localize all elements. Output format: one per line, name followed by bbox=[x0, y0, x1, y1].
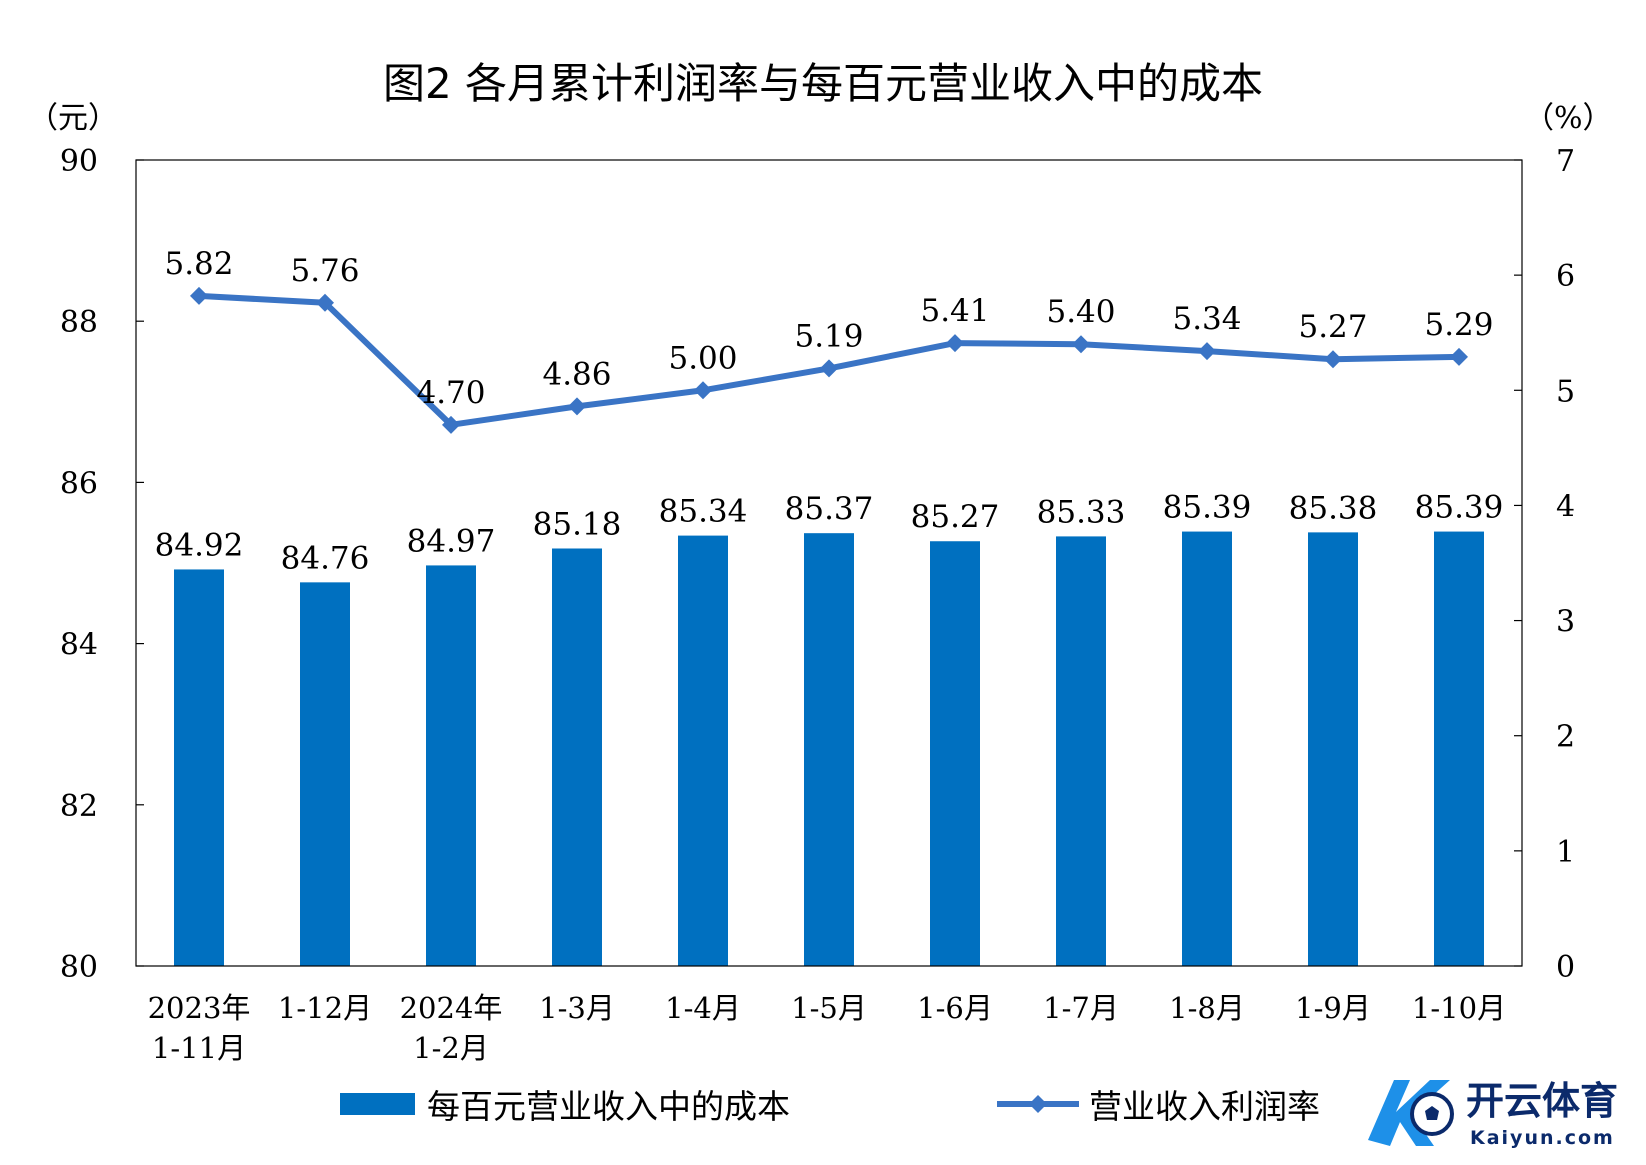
x-tick-label: 1-8月 bbox=[1169, 991, 1245, 1025]
line-data-label: 4.86 bbox=[542, 356, 611, 392]
x-tick-label: 2023年 bbox=[148, 991, 251, 1025]
bar-data-label: 85.34 bbox=[659, 494, 748, 530]
line-marker bbox=[442, 415, 460, 434]
line-data-label: 5.00 bbox=[668, 340, 737, 376]
y-left-tick-label: 80 bbox=[60, 950, 98, 985]
legend-bar: 每百元营业收入中的成本 bbox=[340, 1080, 790, 1128]
kaiyun-logo: 开云体育 Kaiyun.com bbox=[1368, 1079, 1618, 1149]
x-tick-label: 1-2月 bbox=[413, 1031, 489, 1065]
legend-bar-label: 每百元营业收入中的成本 bbox=[427, 1087, 790, 1126]
x-tick-label: 1-5月 bbox=[791, 991, 867, 1025]
line-data-label: 4.70 bbox=[416, 375, 485, 411]
y-right-tick-label: 0 bbox=[1556, 950, 1575, 985]
bar bbox=[804, 533, 854, 966]
y-right-unit: （%） bbox=[1524, 101, 1613, 136]
y-right-tick-label: 2 bbox=[1556, 720, 1575, 755]
bar-data-label: 84.76 bbox=[281, 540, 370, 576]
line-marker bbox=[190, 286, 208, 305]
line-marker bbox=[694, 381, 712, 400]
bar bbox=[1056, 536, 1106, 966]
line-marker bbox=[316, 293, 334, 312]
line-data-label: 5.82 bbox=[164, 246, 233, 282]
bar bbox=[1434, 531, 1484, 966]
line-marker bbox=[1198, 342, 1216, 361]
x-tick-label: 1-9月 bbox=[1295, 991, 1371, 1025]
bar bbox=[174, 569, 224, 966]
y-right-tick-label: 4 bbox=[1556, 489, 1575, 524]
x-tick-label: 1-11月 bbox=[152, 1031, 246, 1065]
bar-data-label: 85.37 bbox=[785, 491, 874, 527]
x-tick-label: 1-6月 bbox=[917, 991, 993, 1025]
line-data-label: 5.76 bbox=[290, 253, 359, 289]
line-data-label: 5.40 bbox=[1046, 294, 1115, 330]
bar bbox=[300, 582, 350, 966]
y-left-tick-label: 84 bbox=[60, 628, 98, 663]
bar bbox=[930, 541, 980, 966]
bar-data-label: 85.18 bbox=[533, 506, 622, 542]
x-tick-label: 2024年 bbox=[400, 991, 503, 1025]
x-tick-label: 1-4月 bbox=[665, 991, 741, 1025]
bar-data-label: 84.97 bbox=[407, 523, 496, 559]
line-marker bbox=[946, 334, 964, 353]
bar-data-label: 85.38 bbox=[1289, 490, 1378, 526]
bar bbox=[1308, 532, 1358, 966]
x-tick-label: 1-7月 bbox=[1043, 991, 1119, 1025]
y-left-tick-label: 88 bbox=[60, 305, 98, 340]
bar bbox=[1182, 531, 1232, 966]
line-data-label: 5.29 bbox=[1424, 307, 1493, 343]
y-left-tick-label: 82 bbox=[60, 789, 98, 824]
y-right-tick-label: 3 bbox=[1556, 605, 1575, 640]
line-data-label: 5.41 bbox=[920, 293, 989, 329]
y-right-tick-label: 6 bbox=[1556, 259, 1575, 294]
bar bbox=[426, 565, 476, 966]
legend-line-swatch bbox=[997, 1095, 1079, 1113]
legend-bar-swatch bbox=[340, 1093, 415, 1115]
bar-data-label: 85.39 bbox=[1163, 490, 1252, 526]
logo-text-en: Kaiyun.com bbox=[1470, 1127, 1615, 1149]
chart-title: 图2 各月累计利润率与每百元营业收入中的成本 bbox=[382, 59, 1264, 108]
line-marker bbox=[568, 397, 586, 416]
bar bbox=[678, 535, 728, 966]
legend-line-label: 营业收入利润率 bbox=[1089, 1087, 1320, 1126]
y-left-tick-label: 86 bbox=[60, 466, 98, 501]
line-marker bbox=[1324, 350, 1342, 369]
y-right-tick-label: 5 bbox=[1556, 374, 1575, 409]
bar-data-label: 85.39 bbox=[1415, 490, 1504, 526]
line-data-label: 5.34 bbox=[1172, 301, 1241, 337]
x-tick-label: 1-12月 bbox=[278, 991, 372, 1025]
line-marker bbox=[820, 359, 838, 378]
logo-text-cn: 开云体育 bbox=[1466, 1079, 1618, 1123]
line-marker bbox=[1072, 335, 1090, 354]
bar-data-label: 85.33 bbox=[1037, 494, 1126, 530]
x-tick-label: 1-10月 bbox=[1412, 991, 1506, 1025]
x-tick-label: 1-3月 bbox=[539, 991, 615, 1025]
ball-patch bbox=[1425, 1106, 1439, 1120]
plot-frame bbox=[135, 159, 1523, 967]
line-data-label: 5.27 bbox=[1298, 309, 1367, 345]
y-right-tick-label: 7 bbox=[1556, 144, 1575, 179]
bar-data-label: 84.92 bbox=[155, 527, 244, 563]
bar bbox=[552, 548, 602, 966]
line-marker bbox=[1450, 347, 1468, 366]
y-left-unit: （元） bbox=[28, 101, 118, 136]
legend-line: 营业收入利润率 bbox=[995, 1080, 1320, 1128]
y-right-tick-label: 1 bbox=[1556, 835, 1575, 870]
bar-data-label: 85.27 bbox=[911, 499, 1000, 535]
y-left-tick-label: 90 bbox=[60, 144, 98, 179]
line-data-label: 5.19 bbox=[794, 318, 863, 354]
